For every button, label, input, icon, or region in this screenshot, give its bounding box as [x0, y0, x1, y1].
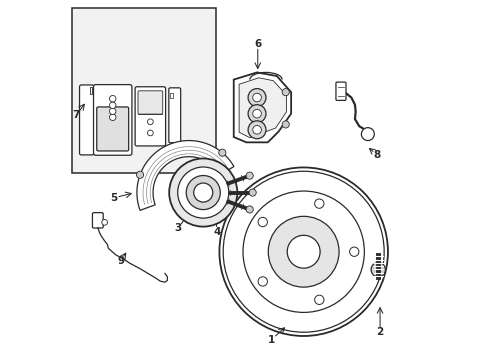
Circle shape — [282, 121, 289, 128]
Circle shape — [314, 199, 323, 208]
Circle shape — [252, 126, 261, 134]
Polygon shape — [137, 140, 233, 210]
Text: 2: 2 — [376, 327, 383, 337]
FancyBboxPatch shape — [168, 88, 180, 143]
FancyBboxPatch shape — [92, 213, 103, 228]
Circle shape — [245, 206, 253, 213]
Circle shape — [247, 89, 265, 107]
Text: 6: 6 — [254, 39, 261, 49]
Bar — [89, 87, 92, 94]
FancyBboxPatch shape — [97, 107, 128, 151]
Circle shape — [109, 102, 116, 109]
Circle shape — [314, 295, 323, 305]
Text: 7: 7 — [72, 111, 80, 121]
Circle shape — [109, 114, 116, 121]
Circle shape — [252, 109, 261, 118]
Circle shape — [147, 119, 153, 125]
Circle shape — [247, 121, 265, 139]
Polygon shape — [239, 78, 286, 138]
Circle shape — [258, 277, 267, 286]
FancyBboxPatch shape — [138, 91, 163, 114]
Bar — [170, 93, 173, 98]
FancyBboxPatch shape — [72, 8, 215, 173]
Text: 8: 8 — [373, 150, 380, 160]
Circle shape — [286, 235, 320, 268]
Circle shape — [219, 167, 387, 336]
Circle shape — [258, 217, 267, 227]
Circle shape — [177, 167, 228, 218]
Circle shape — [268, 216, 338, 287]
Text: 4: 4 — [213, 227, 221, 237]
Circle shape — [370, 262, 385, 277]
Circle shape — [252, 93, 261, 102]
Circle shape — [193, 183, 212, 202]
Text: 5: 5 — [110, 193, 117, 203]
Circle shape — [282, 89, 289, 96]
FancyBboxPatch shape — [135, 87, 165, 146]
Circle shape — [186, 176, 220, 210]
FancyBboxPatch shape — [93, 85, 132, 155]
Text: 3: 3 — [174, 224, 182, 233]
Circle shape — [109, 108, 116, 114]
Circle shape — [223, 171, 384, 332]
Polygon shape — [233, 72, 290, 142]
FancyBboxPatch shape — [335, 82, 346, 100]
FancyBboxPatch shape — [80, 85, 94, 155]
Text: 1: 1 — [267, 334, 274, 345]
Circle shape — [247, 105, 265, 123]
Circle shape — [245, 172, 253, 179]
Circle shape — [218, 149, 225, 156]
Circle shape — [243, 191, 364, 312]
Circle shape — [147, 130, 153, 136]
Circle shape — [349, 247, 358, 256]
Circle shape — [169, 158, 237, 226]
Circle shape — [109, 95, 116, 102]
Text: 9: 9 — [117, 256, 124, 266]
Circle shape — [102, 220, 107, 225]
Circle shape — [248, 189, 256, 196]
Circle shape — [136, 171, 143, 178]
Circle shape — [361, 128, 373, 140]
